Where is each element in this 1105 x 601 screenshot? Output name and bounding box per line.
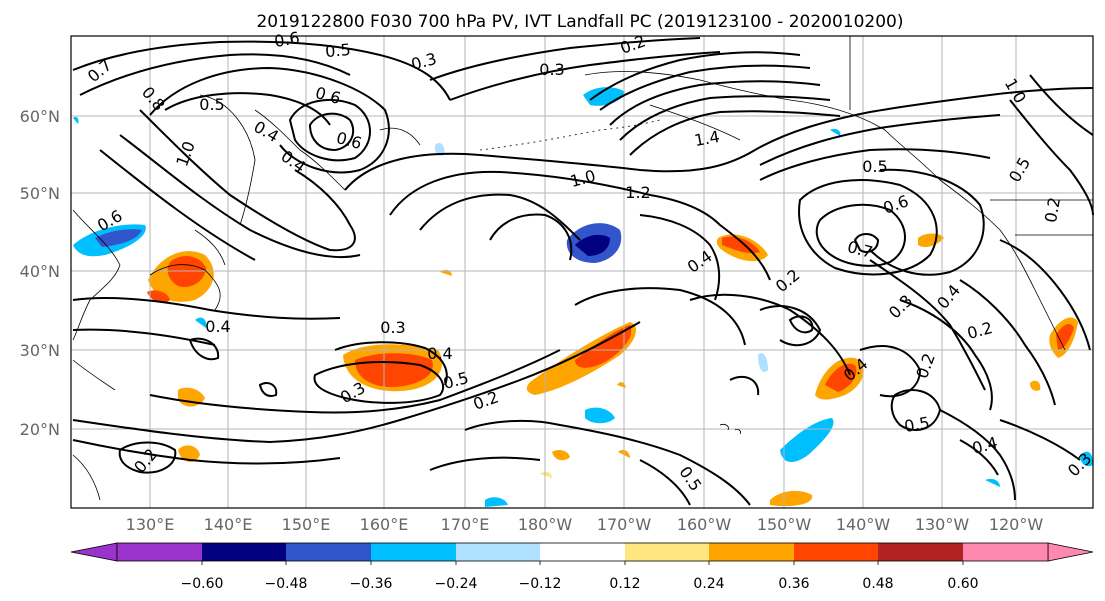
- latitude-labels: 60°N 50°N 40°N 30°N 20°N: [20, 107, 60, 439]
- map-panel: 0.6 0.5 0.30.20.7 0.30.50.80.40.61.0 0.41.41…: [70, 28, 1095, 509]
- contour-label: 1.2: [625, 183, 650, 202]
- coastlines: [72, 36, 1093, 501]
- colorbar: −0.60 −0.48 −0.36 −0.24 −0.12 0.12 0.24 0.36 0.4…: [70, 542, 1094, 592]
- colorbar-swatch: [371, 543, 456, 561]
- contour-label: 0.5: [324, 40, 351, 61]
- contour-label: 0.5: [199, 95, 224, 114]
- colorbar-swatch: [456, 543, 540, 561]
- lon-label: 170°W: [597, 515, 652, 534]
- contour-label: 0.5: [862, 157, 887, 176]
- colorbar-swatch: [202, 543, 286, 561]
- lon-label: 170°E: [441, 515, 490, 534]
- colorbar-swatch: [117, 543, 202, 561]
- lon-label: 160°W: [677, 515, 732, 534]
- contour-label: 0.4: [205, 317, 230, 336]
- lat-label: 60°N: [20, 107, 60, 126]
- lon-label: 150°W: [757, 515, 812, 534]
- colorbar-tick-label: 0.48: [862, 576, 893, 592]
- lon-label: 150°E: [282, 515, 331, 534]
- lon-label: 180°W: [518, 515, 573, 534]
- contour-label: 0.3: [380, 318, 405, 337]
- colorbar-tick-label: −0.60: [181, 576, 224, 592]
- lat-label: 50°N: [20, 184, 60, 203]
- colorbar-swatch: [625, 543, 709, 561]
- lon-label: 120°W: [989, 515, 1044, 534]
- contour-label: 0.4: [427, 344, 452, 363]
- colorbar-swatch: [794, 543, 878, 561]
- lat-label: 20°N: [20, 420, 60, 439]
- pv-contours: [72, 37, 1094, 506]
- map-gridlines: [71, 36, 1093, 508]
- lon-label: 130°E: [126, 515, 175, 534]
- contour-label: 0.2: [1041, 196, 1064, 224]
- contour-label: 0.6: [273, 28, 301, 51]
- colorbar-tick-label: 0.12: [609, 576, 640, 592]
- colorbar-tick-label: −0.48: [265, 576, 308, 592]
- lat-label: 30°N: [20, 341, 60, 360]
- colorbar-extend-low: [70, 542, 118, 562]
- colorbar-tick-label: 0.24: [693, 576, 724, 592]
- colorbar-swatch: [286, 543, 371, 561]
- colorbar-tick-label: −0.24: [435, 576, 478, 592]
- contour-label: 0.3: [539, 60, 564, 79]
- colorbar-swatch: [878, 543, 963, 561]
- lon-label: 140°W: [836, 515, 891, 534]
- contour-label: 0.5: [903, 413, 931, 436]
- lon-label: 130°W: [915, 515, 970, 534]
- colorbar-extend-high: [1047, 542, 1094, 562]
- colorbar-tick-label: −0.12: [519, 576, 562, 592]
- colorbar-swatch: [540, 543, 625, 561]
- contour-label: 1.4: [693, 127, 721, 150]
- colorbar-swatch: [963, 543, 1048, 561]
- colorbar-swatch: [709, 543, 794, 561]
- lon-label: 160°E: [360, 515, 409, 534]
- figure-title: 2019122800 F030 700 hPa PV, IVT Landfall…: [256, 12, 903, 32]
- colorbar-tick-label: 0.60: [947, 576, 978, 592]
- lat-label: 40°N: [20, 262, 60, 281]
- lon-label: 140°E: [204, 515, 253, 534]
- longitude-labels: 130°E 140°E 150°E 160°E 170°E 180°W 170°W 160°W…: [126, 515, 1044, 534]
- colorbar-tick-label: −0.36: [350, 576, 393, 592]
- colorbar-tick-label: 0.36: [778, 576, 809, 592]
